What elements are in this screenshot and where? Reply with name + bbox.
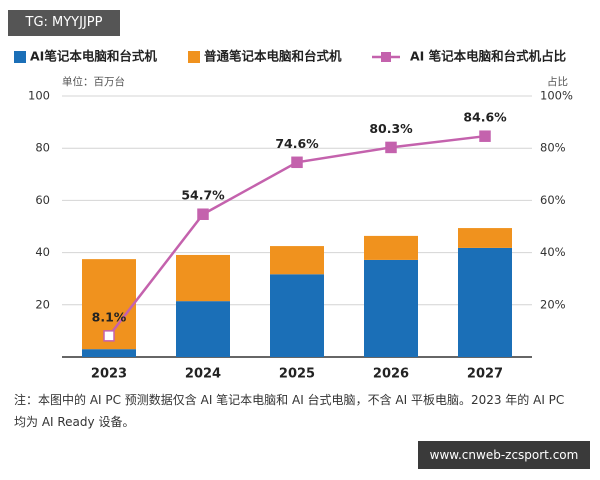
- x-tick-label: 2027: [467, 367, 503, 382]
- bar: [270, 274, 324, 357]
- y-tick-label: 100: [28, 89, 50, 103]
- data-label: 74.6%: [275, 136, 319, 151]
- data-label: 80.3%: [369, 121, 413, 136]
- bar: [176, 254, 230, 302]
- y2-tick-label: 60%: [540, 193, 566, 207]
- line-marker: [385, 141, 397, 154]
- bar: [364, 259, 418, 357]
- y-tick-label: 80: [35, 141, 50, 155]
- bar: [364, 235, 418, 260]
- bar: [82, 349, 136, 357]
- bar: [458, 228, 512, 248]
- y2-tick-label: 20%: [540, 297, 566, 311]
- line-marker: [291, 156, 303, 169]
- x-tick-label: 2023: [91, 367, 127, 382]
- legend-swatch: [14, 51, 26, 63]
- y2-tick-label: 100%: [540, 89, 573, 103]
- y2-label: 占比: [547, 75, 568, 88]
- bar: [176, 301, 230, 357]
- unit-label: 单位：百万台: [62, 75, 125, 88]
- y-tick-label: 20: [35, 297, 50, 311]
- x-tick-label: 2025: [279, 367, 315, 382]
- line-marker: [479, 130, 491, 142]
- y2-tick-label: 40%: [540, 245, 566, 259]
- data-label: 54.7%: [181, 188, 225, 203]
- legend-marker: [381, 52, 391, 62]
- legend-swatch: [188, 51, 200, 63]
- line-marker: [197, 208, 209, 220]
- bar: [458, 247, 512, 357]
- x-tick-label: 2026: [373, 367, 409, 382]
- y2-tick-label: 80%: [540, 141, 566, 155]
- footer-badge: www.cnweb-zcsport.com: [418, 441, 590, 469]
- legend-label: 普通笔记本电脑和台式机: [204, 49, 342, 64]
- y-tick-label: 60: [35, 193, 50, 207]
- bar: [270, 246, 324, 275]
- y-tick-label: 40: [35, 245, 50, 259]
- data-label: 8.1%: [92, 309, 127, 324]
- x-tick-label: 2024: [185, 367, 221, 382]
- line-marker: [103, 330, 115, 342]
- legend-label: AI笔记本电脑和台式机: [30, 49, 157, 64]
- data-label: 84.6%: [463, 110, 507, 125]
- legend-label: AI 笔记本电脑和台式机占比: [410, 49, 567, 64]
- watermark: TG: MYYJJPP: [8, 10, 120, 36]
- note: 注：本图中的 AI PC 预测数据仅含 AI 笔记本电脑和 AI 台式电脑，不含…: [14, 393, 565, 429]
